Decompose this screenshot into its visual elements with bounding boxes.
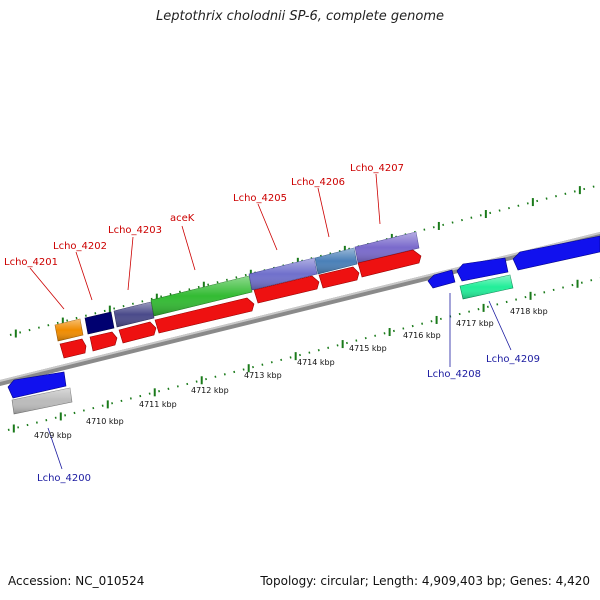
cds-lcho-4206[interactable] — [318, 266, 360, 289]
label-lcho-4208: Lcho_4208 — [427, 369, 481, 380]
label-lcho-4209: Lcho_4209 — [486, 354, 540, 365]
label-lcho-4203: Lcho_4203 — [108, 225, 162, 236]
leader-lines — [29, 173, 512, 470]
gene-lcho-4201[interactable] — [54, 318, 84, 342]
cds-lcho-4201[interactable] — [59, 338, 87, 359]
kbp-label-4711: 4711 kbp — [139, 400, 177, 409]
cds-lcho-4208[interactable] — [427, 269, 456, 289]
label-lcho-4207: Lcho_4207 — [350, 163, 404, 174]
kbp-label-4717: 4717 kbp — [456, 319, 494, 328]
label-acek: aceK — [170, 213, 195, 224]
kbp-label-4715: 4715 kbp — [349, 344, 387, 353]
label-lcho-4200: Lcho_4200 — [37, 473, 91, 484]
gene-acek[interactable] — [150, 275, 253, 317]
label-lcho-4202: Lcho_4202 — [53, 241, 107, 252]
major-ticks — [12, 186, 581, 433]
cds-lcho-4202[interactable] — [89, 331, 118, 352]
genome-summary-text: Topology: circular; Length: 4,909,403 bp… — [260, 574, 590, 588]
gene-lcho-4202[interactable] — [84, 311, 115, 335]
kbp-label-4710: 4710 kbp — [86, 417, 124, 426]
map-title: Leptothrix cholodnii SP-6, complete geno… — [156, 9, 444, 24]
kbp-label-4712: 4712 kbp — [191, 386, 229, 395]
cds-lcho-4209[interactable] — [456, 257, 509, 282]
cds-lcho-4210[interactable] — [512, 235, 600, 271]
cds-lcho-4200[interactable] — [7, 371, 67, 399]
kbp-label-4709: 4709 kbp — [34, 431, 72, 440]
accession-text: Accession: NC_010524 — [8, 574, 145, 588]
label-lcho-4205: Lcho_4205 — [233, 193, 287, 204]
gene-lcho-4207[interactable] — [354, 231, 420, 264]
cds-acek[interactable] — [154, 297, 255, 334]
gene-lcho-4206[interactable] — [314, 247, 358, 275]
gene-lcho-4200[interactable] — [11, 387, 73, 415]
gene-lcho-4205[interactable] — [248, 257, 318, 291]
kbp-label-4714: 4714 kbp — [297, 358, 335, 367]
kbp-label-4718: 4718 kbp — [510, 307, 548, 316]
kbp-label-4713: 4713 kbp — [244, 371, 282, 380]
cds-lcho-4203[interactable] — [118, 321, 157, 344]
kbp-label-4716: 4716 kbp — [403, 331, 441, 340]
cds-lcho-4205[interactable] — [253, 275, 320, 304]
label-lcho-4201: Lcho_4201 — [4, 257, 58, 268]
genome-backbone-highlight — [0, 232, 600, 382]
label-lcho-4206: Lcho_4206 — [291, 177, 345, 188]
cds-lcho-4207[interactable] — [357, 249, 422, 278]
gene-lcho-4203[interactable] — [113, 301, 155, 328]
gene-lcho-4209[interactable] — [459, 274, 514, 300]
